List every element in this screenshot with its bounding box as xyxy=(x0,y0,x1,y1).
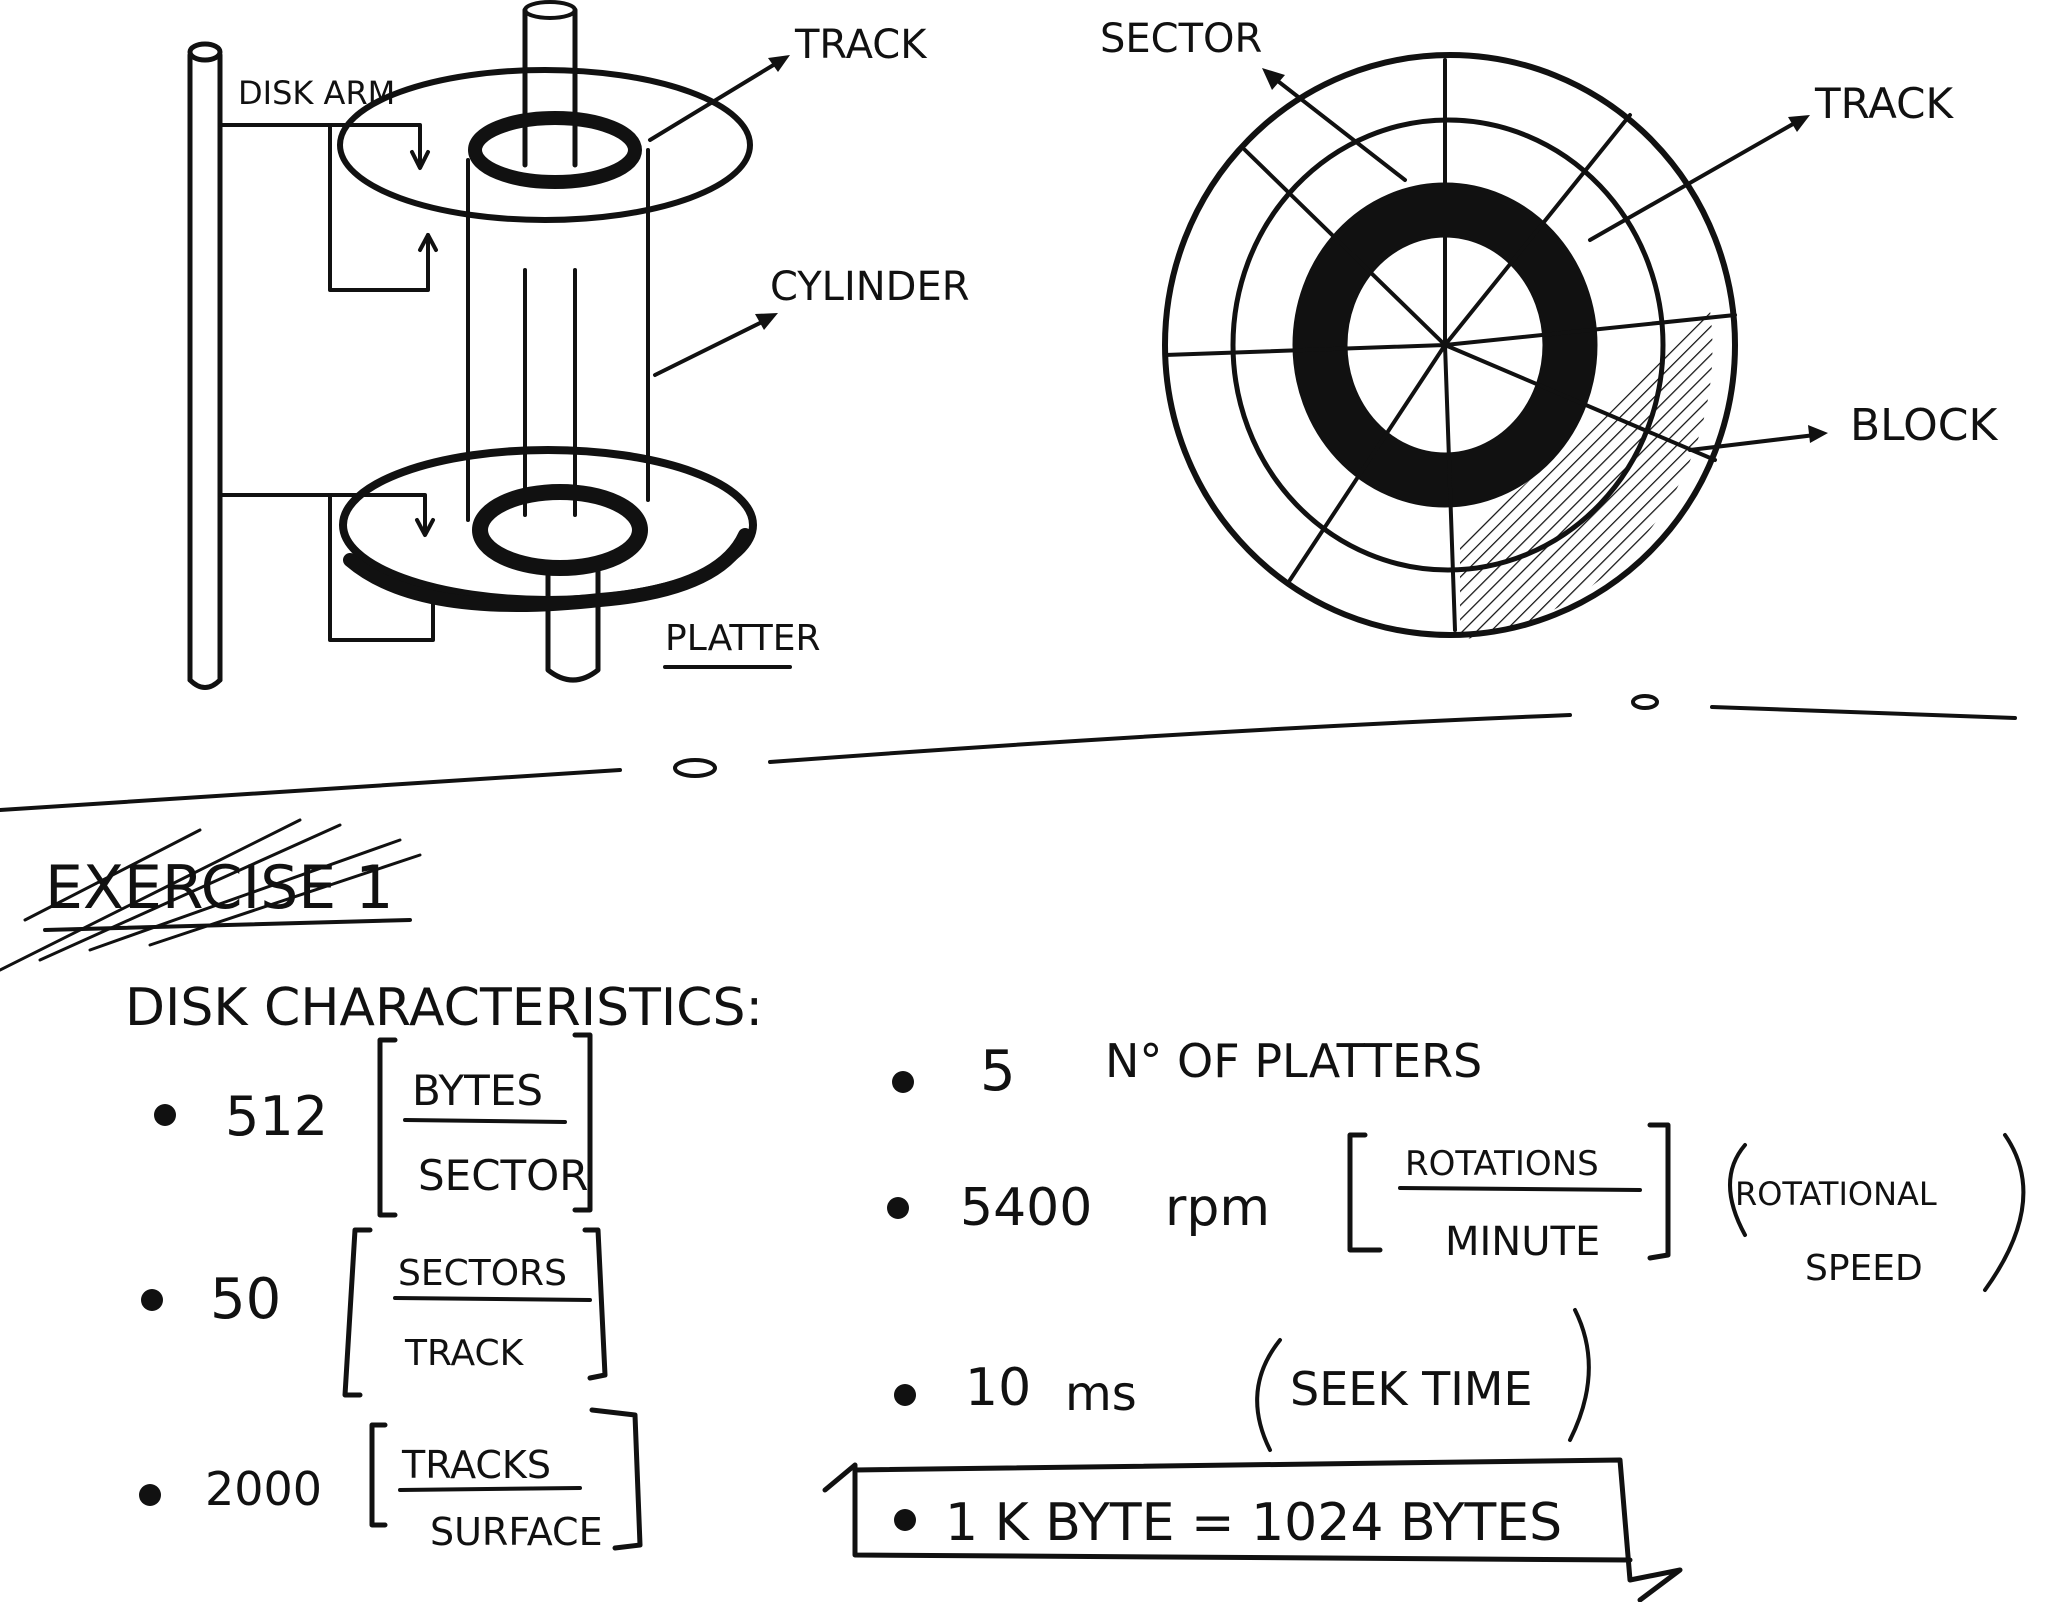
label-block: BLOCK xyxy=(1850,400,1998,451)
label-track-left: TRACK xyxy=(794,22,928,68)
platter-top xyxy=(337,67,753,223)
list-item-seek-time: 10 ms SEEK TIME xyxy=(894,1308,1591,1452)
list-item-rotational-speed: 5400 rpm ROTATIONS MINUTE ROTATIONAL SPE… xyxy=(887,1122,2026,1292)
platter-surface-diagram: SECTOR TRACK BLOCK xyxy=(1100,16,1998,640)
svg-text:ROTATIONS: ROTATIONS xyxy=(1405,1144,1599,1184)
disk-assembly-diagram: DISK ARM TRACK CYLINDER PLATTER xyxy=(187,0,970,690)
svg-text:5: 5 xyxy=(980,1039,1016,1104)
track-ring-bottom xyxy=(472,484,648,576)
label-disk-arm: DISK ARM xyxy=(238,74,395,112)
label-cylinder: CYLINDER xyxy=(770,264,970,310)
title-scribble xyxy=(0,818,422,972)
track-arrow-right xyxy=(1588,118,1802,242)
svg-text:SEEK TIME: SEEK TIME xyxy=(1290,1362,1533,1416)
label-platter: PLATTER xyxy=(665,618,821,659)
svg-text:5400: 5400 xyxy=(960,1178,1092,1238)
svg-text:10: 10 xyxy=(965,1358,1031,1418)
list-item-bytes-per-sector: 512 BYTES SECTOR xyxy=(154,1032,593,1218)
svg-text:SURFACE: SURFACE xyxy=(430,1510,603,1554)
svg-text:50: 50 xyxy=(210,1267,281,1332)
exercise-subtitle: DISK CHARACTERISTICS: xyxy=(125,978,763,1038)
track-ring-top xyxy=(468,111,642,189)
exercise-section: EXERCISE 1 DISK CHARACTERISTICS: 512 BYT… xyxy=(0,818,2026,1602)
block-arrow xyxy=(1688,433,1817,452)
exercise-title: EXERCISE 1 xyxy=(45,853,393,923)
page-separator xyxy=(0,694,2017,812)
disk-arm-bottom xyxy=(218,493,427,532)
svg-text:rpm: rpm xyxy=(1165,1178,1270,1238)
label-track-right: TRACK xyxy=(1814,79,1954,128)
pole-top xyxy=(187,41,223,63)
sector-arrow xyxy=(1268,73,1407,182)
svg-text:N° OF PLATTERS: N° OF PLATTERS xyxy=(1105,1034,1482,1088)
track-arrow xyxy=(648,56,787,142)
svg-text:TRACK: TRACK xyxy=(404,1333,525,1374)
svg-text:SECTORS: SECTORS xyxy=(398,1253,567,1294)
svg-text:512: 512 xyxy=(225,1085,328,1148)
cylinder-arrow xyxy=(653,316,772,377)
sector-lines xyxy=(1163,58,1737,632)
track-circle-outer xyxy=(1230,117,1666,573)
svg-text:BYTES: BYTES xyxy=(412,1066,543,1115)
spindle xyxy=(522,7,578,168)
svg-text:ROTATIONAL: ROTATIONAL xyxy=(1735,1175,1937,1213)
list-item-tracks-per-surface: 2000 TRACKS SURFACE xyxy=(139,1407,643,1554)
svg-text:SPEED: SPEED xyxy=(1805,1248,1923,1289)
support-pole xyxy=(187,52,223,683)
label-sector: SECTOR xyxy=(1100,16,1262,62)
svg-text:1 K BYTE = 1024 BYTES: 1 K BYTE = 1024 BYTES xyxy=(945,1493,1562,1553)
svg-text:ms: ms xyxy=(1065,1366,1137,1422)
cylinder xyxy=(466,148,650,522)
svg-text:MINUTE: MINUTE xyxy=(1445,1219,1600,1265)
svg-text:SECTOR: SECTOR xyxy=(418,1151,588,1200)
list-item-kbyte: 1 K BYTE = 1024 BYTES xyxy=(822,1457,1683,1602)
list-item-sectors-per-track: 50 SECTORS TRACK xyxy=(141,1227,608,1398)
kbyte-box xyxy=(822,1457,1683,1602)
svg-text:2000: 2000 xyxy=(205,1462,322,1516)
disk-arm-top xyxy=(218,123,422,167)
list-item-platters: 5 N° OF PLATTERS xyxy=(892,1034,1482,1104)
platter-outer-edge xyxy=(1162,52,1738,638)
svg-text:TRACKS: TRACKS xyxy=(401,1443,551,1487)
